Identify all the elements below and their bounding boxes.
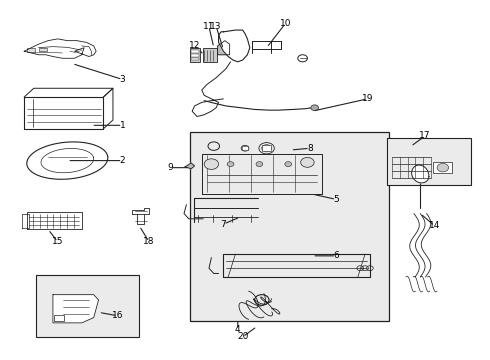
Text: 19: 19 (362, 94, 373, 103)
Circle shape (285, 162, 292, 167)
Text: 9: 9 (168, 163, 173, 172)
Polygon shape (53, 294, 98, 323)
Text: 14: 14 (429, 221, 441, 230)
Bar (387, 138, 471, 185)
Circle shape (204, 159, 219, 170)
Circle shape (437, 163, 449, 172)
Text: 16: 16 (112, 311, 123, 320)
Text: 17: 17 (419, 131, 431, 140)
Polygon shape (218, 41, 230, 55)
Circle shape (301, 157, 314, 167)
Bar (27, 48, 35, 52)
Text: 7: 7 (220, 220, 226, 229)
Circle shape (227, 162, 234, 167)
Text: 15: 15 (52, 237, 64, 246)
Text: 13: 13 (210, 22, 222, 31)
Polygon shape (219, 30, 250, 62)
Text: 2: 2 (120, 156, 125, 165)
Bar (433, 162, 452, 173)
Bar (191, 58, 199, 60)
Bar (242, 146, 248, 150)
Bar (191, 54, 199, 57)
Text: 6: 6 (333, 251, 339, 260)
Bar (40, 48, 47, 51)
Polygon shape (185, 163, 195, 169)
Text: 4: 4 (235, 325, 241, 334)
Polygon shape (412, 165, 429, 183)
Text: 10: 10 (280, 18, 292, 27)
Bar (262, 145, 271, 152)
Circle shape (311, 105, 319, 111)
Text: 18: 18 (143, 237, 155, 246)
Text: 11: 11 (203, 22, 215, 31)
Text: 1: 1 (120, 121, 125, 130)
Circle shape (262, 145, 271, 152)
Text: 12: 12 (189, 41, 200, 50)
Bar (190, 132, 389, 321)
Bar (54, 315, 65, 321)
Bar (191, 50, 199, 53)
Circle shape (256, 162, 263, 167)
Polygon shape (27, 142, 108, 179)
Text: 20: 20 (237, 333, 248, 342)
Text: 8: 8 (307, 144, 313, 153)
Bar (36, 275, 139, 337)
Bar (203, 48, 217, 62)
Text: 5: 5 (333, 195, 339, 204)
Text: 3: 3 (120, 75, 125, 84)
Bar (190, 48, 200, 62)
